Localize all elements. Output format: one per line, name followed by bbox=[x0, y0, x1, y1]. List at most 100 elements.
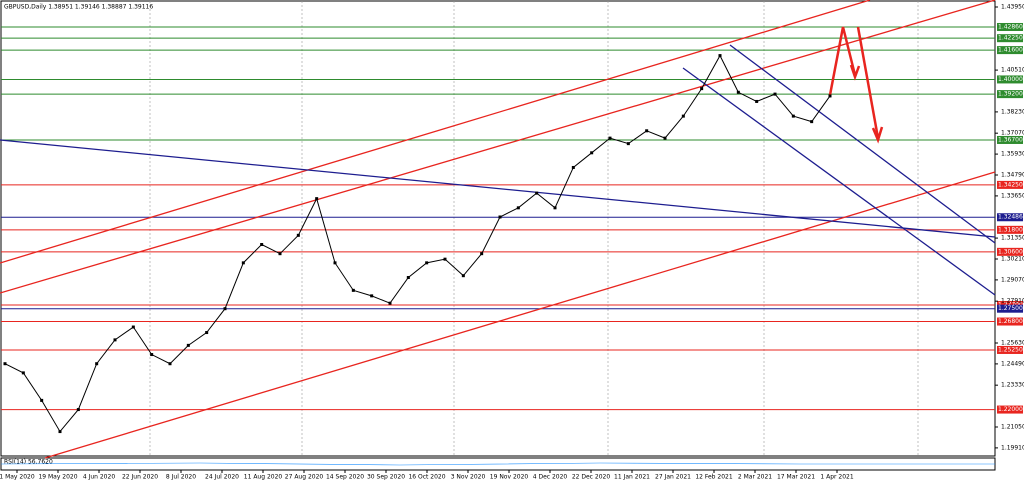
header: GBPUSD,Daily 1.38951 1.39146 1.38887 1.3… bbox=[4, 4, 153, 11]
date-label: 24 Jul 2020 bbox=[205, 474, 239, 481]
close-mark bbox=[3, 362, 7, 366]
date-label: 19 May 2020 bbox=[38, 474, 77, 481]
price-label: 1.40510 bbox=[1001, 67, 1024, 74]
close-mark bbox=[131, 325, 135, 329]
date-label: 19 Nov 2020 bbox=[490, 474, 529, 481]
price-label: 1.25630 bbox=[1001, 339, 1024, 346]
date-label: 4 Dec 2020 bbox=[533, 474, 568, 481]
close-mark bbox=[370, 294, 374, 298]
close-mark bbox=[76, 408, 80, 412]
close-mark bbox=[406, 276, 410, 280]
close-mark bbox=[626, 142, 630, 146]
level-box bbox=[997, 213, 1023, 222]
close-mark bbox=[168, 362, 172, 366]
price-label: 1.24490 bbox=[1001, 360, 1024, 367]
date-label: 11 Aug 2020 bbox=[244, 474, 283, 481]
level-box bbox=[997, 22, 1023, 31]
level-label: 1.30600 bbox=[998, 248, 1023, 255]
close-mark bbox=[150, 353, 154, 357]
price-label: 1.21050 bbox=[1001, 423, 1024, 430]
main-window bbox=[0, 0, 996, 457]
level-box bbox=[997, 135, 1023, 144]
level-label: 1.41600 bbox=[998, 47, 1023, 54]
date-label: 1 May 2020 bbox=[0, 474, 35, 481]
close-mark bbox=[480, 252, 484, 256]
close-mark bbox=[535, 191, 539, 195]
close-mark bbox=[58, 430, 62, 434]
close-mark bbox=[516, 206, 520, 210]
level-label: 1.39200 bbox=[998, 91, 1023, 98]
close-mark bbox=[351, 288, 355, 292]
level-box bbox=[997, 345, 1023, 354]
level-box bbox=[997, 304, 1023, 313]
close-mark bbox=[95, 362, 99, 366]
date-label: 4 Jun 2020 bbox=[83, 474, 115, 481]
close-mark bbox=[205, 331, 209, 335]
close-mark bbox=[113, 338, 117, 342]
price-label: 1.30210 bbox=[1001, 255, 1024, 262]
close-mark bbox=[461, 274, 465, 278]
close-mark bbox=[40, 398, 44, 402]
trend-lines bbox=[0, 0, 996, 459]
level-label: 1.40000 bbox=[998, 76, 1023, 83]
close-mark bbox=[333, 261, 337, 265]
date-label: 27 Aug 2020 bbox=[285, 474, 324, 481]
price-label: 1.29070 bbox=[1001, 276, 1024, 283]
close-mark bbox=[828, 94, 832, 98]
date-label: 11 Jan 2021 bbox=[614, 474, 650, 481]
close-mark bbox=[645, 129, 649, 133]
close-mark bbox=[315, 197, 319, 201]
close-mark bbox=[700, 87, 704, 91]
close-mark bbox=[608, 136, 612, 140]
price-label: 1.19910 bbox=[1001, 444, 1024, 451]
price-label: 1.31350 bbox=[1001, 235, 1024, 242]
price-label: 1.38230 bbox=[1001, 108, 1024, 115]
date-label: 12 Feb 2021 bbox=[695, 474, 733, 481]
price-label: 1.35930 bbox=[1001, 151, 1024, 158]
date-label: 22 Jun 2020 bbox=[122, 474, 158, 481]
date-label: 30 Sep 2020 bbox=[367, 474, 405, 481]
level-box bbox=[997, 180, 1023, 189]
close-mark bbox=[425, 261, 429, 265]
level-box bbox=[997, 247, 1023, 256]
price-label: 1.23330 bbox=[1001, 382, 1024, 389]
close-mark bbox=[388, 301, 392, 305]
close-mark bbox=[260, 243, 264, 247]
price-label: 1.33650 bbox=[1001, 192, 1024, 199]
close-mark bbox=[681, 114, 685, 118]
date-label: 8 Jul 2020 bbox=[166, 474, 196, 481]
level-label: 1.34250 bbox=[998, 181, 1023, 188]
level-box bbox=[997, 90, 1023, 99]
date-label: 14 Sep 2020 bbox=[326, 474, 364, 481]
level-label: 1.42860 bbox=[998, 23, 1023, 30]
level-label: 1.42250 bbox=[998, 35, 1023, 42]
close-mark bbox=[241, 261, 245, 265]
date-label: 2 Mar 2021 bbox=[738, 474, 772, 481]
forecast-arrows bbox=[828, 26, 884, 144]
price-label: 1.34790 bbox=[1001, 171, 1024, 178]
close-mark bbox=[443, 257, 447, 261]
rsi-line bbox=[0, 462, 995, 466]
date-label: 1 Apr 2021 bbox=[820, 474, 853, 481]
level-box bbox=[997, 34, 1023, 43]
price-label: 1.43950 bbox=[1001, 4, 1024, 11]
level-label: 1.36700 bbox=[998, 136, 1023, 143]
rsi-label: RSI(14) 56.7620 bbox=[4, 459, 53, 466]
level-box bbox=[997, 317, 1023, 326]
close-mark bbox=[553, 206, 557, 210]
close-mark bbox=[791, 114, 795, 118]
close-mark bbox=[186, 343, 190, 347]
level-box bbox=[997, 405, 1023, 414]
date-label: 3 Nov 2020 bbox=[451, 474, 486, 481]
level-label: 1.31800 bbox=[998, 226, 1023, 233]
level-label: 1.22000 bbox=[998, 406, 1023, 413]
date-label: 16 Oct 2020 bbox=[408, 474, 445, 481]
level-label: 1.27500 bbox=[998, 305, 1023, 312]
close-mark bbox=[663, 136, 667, 140]
level-box bbox=[997, 75, 1023, 84]
date-label: 27 Jan 2021 bbox=[655, 474, 691, 481]
close-mark bbox=[21, 371, 25, 375]
price-line bbox=[4, 54, 831, 433]
close-mark bbox=[223, 307, 227, 311]
